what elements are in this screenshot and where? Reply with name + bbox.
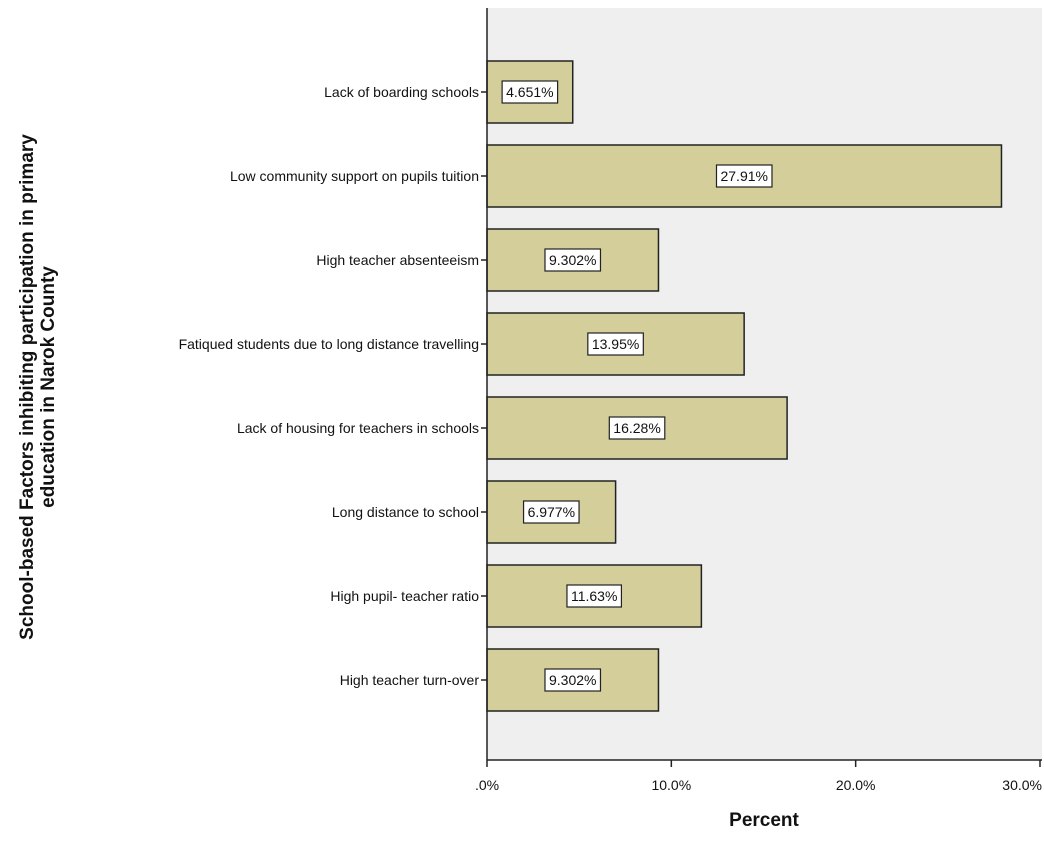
data-label-text: 11.63% bbox=[571, 588, 617, 604]
data-label: 27.91% bbox=[715, 164, 773, 188]
data-label: 6.977% bbox=[522, 500, 580, 524]
data-label-box bbox=[566, 584, 623, 608]
data-label: 16.28% bbox=[608, 416, 666, 440]
data-label-text: 16.28% bbox=[613, 420, 660, 436]
plot-area bbox=[487, 8, 1042, 760]
category-label: High teacher absenteeism bbox=[316, 252, 479, 268]
category-label: Lack of boarding schools bbox=[324, 84, 479, 100]
data-label: 11.63% bbox=[566, 584, 623, 608]
data-label-box bbox=[544, 248, 602, 272]
data-label-text: 6.977% bbox=[528, 504, 575, 520]
data-label-box bbox=[587, 332, 644, 356]
data-label-box bbox=[608, 416, 666, 440]
category-label: High pupil- teacher ratio bbox=[330, 588, 479, 604]
data-label-box bbox=[522, 500, 580, 524]
x-axis-title: Percent bbox=[729, 810, 799, 831]
data-label-text: 27.91% bbox=[720, 168, 767, 184]
y-axis-title-line-1: School-based Factors inhibiting particip… bbox=[17, 134, 38, 640]
x-tick-label: .0% bbox=[475, 777, 499, 793]
data-label-text: 9.302% bbox=[549, 252, 596, 268]
data-label-box bbox=[544, 668, 602, 692]
data-label-box bbox=[501, 80, 559, 104]
x-tick-label: 10.0% bbox=[651, 777, 691, 793]
data-label-text: 9.302% bbox=[549, 672, 596, 688]
x-tick-label: 20.0% bbox=[836, 777, 876, 793]
data-label: 4.651% bbox=[501, 80, 559, 104]
data-label-text: 4.651% bbox=[506, 84, 553, 100]
data-label: 13.95% bbox=[587, 332, 644, 356]
data-label: 9.302% bbox=[544, 248, 602, 272]
category-label: Lack of housing for teachers in schools bbox=[237, 420, 479, 436]
category-label: Low community support on pupils tuition bbox=[230, 168, 479, 184]
category-label: High teacher turn-over bbox=[340, 672, 480, 688]
category-label: Fatiqued students due to long distance t… bbox=[179, 336, 479, 352]
data-label-box bbox=[715, 164, 773, 188]
x-tick-label: 30.0% bbox=[1002, 777, 1042, 793]
data-label-text: 13.95% bbox=[592, 336, 639, 352]
y-axis-title-line-2: education in Narok County bbox=[38, 266, 59, 508]
category-label: Long distance to school bbox=[332, 504, 479, 520]
data-label: 9.302% bbox=[544, 668, 602, 692]
